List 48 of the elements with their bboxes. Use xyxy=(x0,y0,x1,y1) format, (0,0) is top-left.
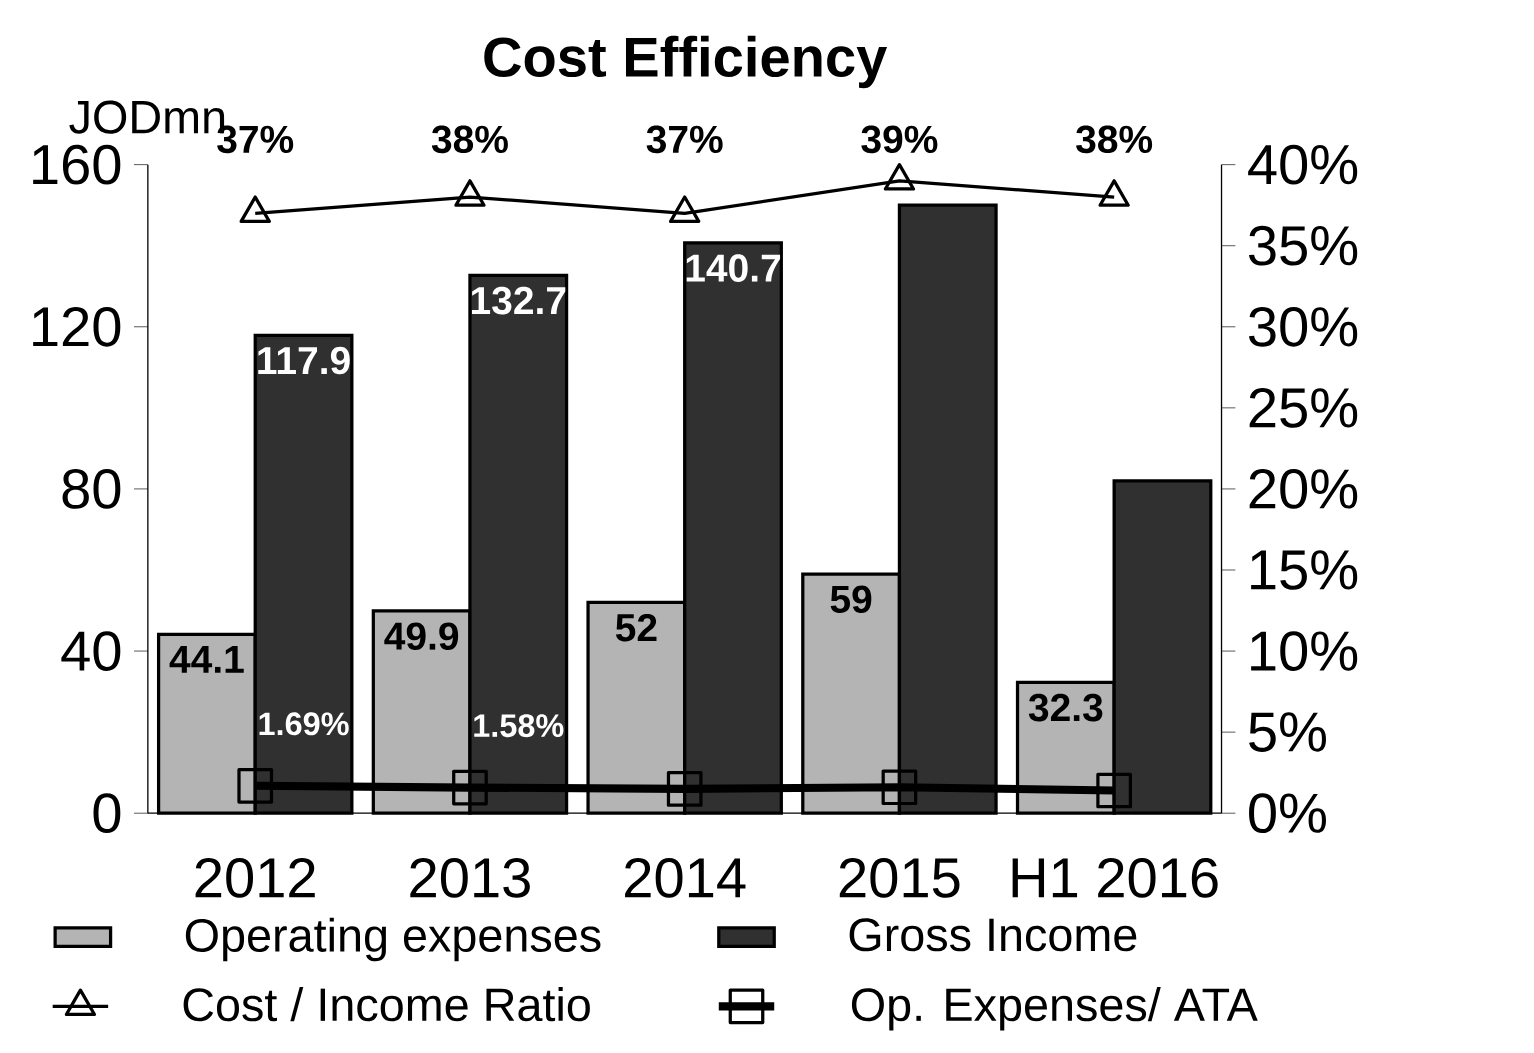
point xyxy=(1096,772,1133,809)
y2-tick-label: 35% xyxy=(1248,225,1358,266)
point xyxy=(454,178,486,207)
point xyxy=(239,195,271,223)
point xyxy=(883,162,916,191)
y-tick-label: 0 xyxy=(93,793,121,833)
data-label: 1.69% xyxy=(259,712,349,736)
y2-tick-label: 40% xyxy=(1248,144,1358,185)
data-label: 39% xyxy=(861,125,938,153)
data-label: 38% xyxy=(431,125,508,153)
y2-tick-label: 30% xyxy=(1248,306,1358,347)
point xyxy=(881,769,918,805)
point xyxy=(452,769,488,806)
x-tick-label: 2013 xyxy=(410,857,530,898)
x-tick-label: 2015 xyxy=(839,857,960,898)
chart-title: Cost Efficiency xyxy=(484,35,888,88)
data-label: 37% xyxy=(646,125,723,153)
y-tick-label: 40 xyxy=(61,630,121,671)
data-label: 44.1 xyxy=(169,645,244,673)
y-tick-label: 160 xyxy=(33,144,121,185)
x-tick-label: 2014 xyxy=(625,857,746,898)
x-tick-label: H1 2016 xyxy=(1012,857,1218,898)
data-label: 117.9 xyxy=(258,346,350,375)
point xyxy=(237,767,274,804)
data-label: 38% xyxy=(1076,125,1153,153)
legend-label: Op. Expenses/ ATA xyxy=(851,986,1258,1031)
legend-label: Gross Income xyxy=(849,918,1137,952)
legend-label: Operating expenses xyxy=(185,917,601,962)
legend-label: Cost / Income Ratio xyxy=(183,986,590,1022)
point xyxy=(668,195,701,223)
data-label: 49.9 xyxy=(384,622,459,650)
data-label: 52 xyxy=(615,613,657,642)
y-tick-label: 80 xyxy=(62,468,121,509)
x-tick-label: 2012 xyxy=(195,857,315,898)
point xyxy=(1098,178,1130,207)
y2-tick-label: 15% xyxy=(1251,549,1358,590)
data-label: 132.7 xyxy=(471,286,566,315)
y2-tick-label: 10% xyxy=(1251,630,1358,671)
y2-tick-label: 5% xyxy=(1249,712,1326,752)
y2-tick-label: 0% xyxy=(1249,793,1326,833)
data-label: 1.58% xyxy=(474,713,564,737)
y2-tick-label: 20% xyxy=(1249,468,1358,509)
y2-tick-label: 25% xyxy=(1249,387,1358,428)
point xyxy=(666,770,703,807)
data-label: 140.7 xyxy=(686,254,781,282)
y-tick-label: 120 xyxy=(33,306,121,347)
data-label: 59 xyxy=(830,585,872,613)
data-label: 32.3 xyxy=(1028,693,1103,722)
